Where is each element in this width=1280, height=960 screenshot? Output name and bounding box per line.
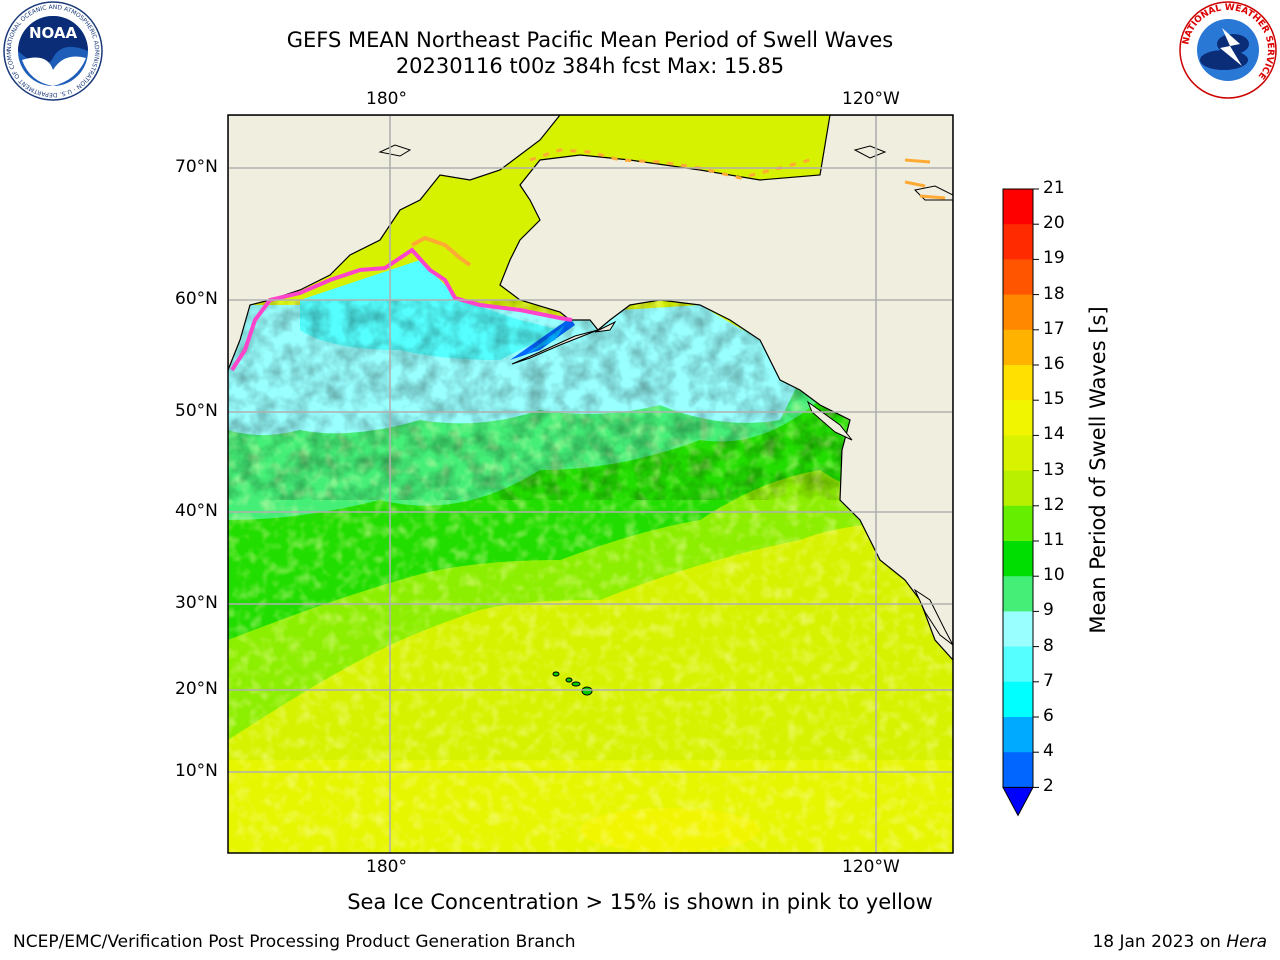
colorbar-band bbox=[1003, 681, 1033, 718]
footer-credit: NCEP/EMC/Verification Post Processing Pr… bbox=[13, 932, 576, 952]
colorbar-frame bbox=[1002, 188, 1034, 788]
colorbar-band bbox=[1003, 470, 1033, 507]
colorbar-band bbox=[1003, 224, 1033, 260]
colorbar-band bbox=[1003, 259, 1033, 296]
colorbar-tick-label: 16 bbox=[1043, 354, 1065, 374]
bottom-lon-label-180: 180° bbox=[366, 857, 407, 877]
lat-label-40n: 40°N bbox=[175, 501, 218, 521]
nws-logo: NATIONAL WEATHER SERVICE bbox=[1179, 1, 1277, 99]
land-siberia bbox=[228, 115, 561, 371]
lat-label-60n: 60°N bbox=[175, 289, 218, 309]
colorbar-tick-label: 20 bbox=[1043, 213, 1065, 234]
map-gridlines bbox=[228, 115, 953, 853]
colorbar-band bbox=[1003, 435, 1033, 472]
colorbar-tick-label: 4 bbox=[1043, 741, 1054, 762]
lat-label-10n: 10°N bbox=[175, 761, 218, 781]
colorbar-tick-label: 19 bbox=[1043, 248, 1065, 269]
colorbar-tick-label: 14 bbox=[1043, 424, 1065, 445]
colorbar-under-arrow bbox=[1002, 786, 1034, 817]
colorbar-title: Mean Period of Swell Waves [s] bbox=[1086, 306, 1110, 634]
noaa-logo: NATIONAL OCEANIC AND ATMOSPHERIC ADMINIS… bbox=[2, 0, 103, 101]
sea-ice-note: Sea Ice Concentration > 15% is shown in … bbox=[347, 890, 933, 914]
colorbar-tick-label: 6 bbox=[1043, 706, 1054, 726]
colorbar-band bbox=[1003, 646, 1033, 683]
lat-label-50n: 50°N bbox=[175, 401, 218, 421]
lat-label-30n: 30°N bbox=[175, 593, 218, 613]
map-frame bbox=[227, 114, 954, 854]
colorbar-tick-label: 11 bbox=[1043, 530, 1065, 550]
colorbar-band bbox=[1003, 717, 1033, 753]
noaa-logo-text: NOAA bbox=[29, 24, 78, 42]
colorbar-tick-label: 21 bbox=[1043, 178, 1065, 198]
colorbar-tick-label: 12 bbox=[1043, 494, 1065, 515]
colorbar-band bbox=[1003, 611, 1033, 648]
colorbar-tick-label: 10 bbox=[1043, 565, 1065, 586]
colorbar-band bbox=[1003, 365, 1033, 401]
colorbar-band bbox=[1003, 752, 1033, 788]
colorbar-tick-label: 8 bbox=[1043, 635, 1054, 656]
colorbar-band bbox=[1003, 576, 1033, 612]
bottom-lon-label-120w: 120°W bbox=[842, 857, 900, 877]
land-north-america bbox=[499, 115, 953, 661]
colorbar-tick-label: 15 bbox=[1043, 389, 1065, 410]
colorbar-tick-label: 17 bbox=[1043, 318, 1065, 339]
colorbar-band bbox=[1003, 400, 1033, 436]
colorbar-tick-label: 18 bbox=[1043, 283, 1065, 304]
colorbar-tick-label: 13 bbox=[1043, 459, 1065, 480]
top-lon-label-120w: 120°W bbox=[842, 89, 900, 109]
footer-date-text: 18 Jan 2023 on bbox=[1092, 932, 1221, 952]
map-title-line-2: 20230116 t00z 384h fcst Max: 15.85 bbox=[395, 54, 785, 78]
footer-date: 18 Jan 2023 on Hera bbox=[1092, 932, 1267, 952]
lat-label-20n: 20°N bbox=[175, 679, 218, 699]
map-title-line-1: GEFS MEAN Northeast Pacific Mean Period … bbox=[286, 28, 894, 52]
footer-host: Hera bbox=[1226, 932, 1267, 952]
colorbar-band bbox=[1003, 189, 1033, 225]
colorbar-tick-label: 9 bbox=[1043, 600, 1054, 621]
colorbar-tick-label: 2 bbox=[1043, 776, 1054, 797]
colorbar-band bbox=[1003, 329, 1033, 366]
sea-ice-edge bbox=[230, 247, 573, 372]
colorbar-band bbox=[1003, 541, 1033, 577]
top-lon-label-180: 180° bbox=[366, 89, 407, 109]
hawaii-islands bbox=[552, 671, 593, 696]
colorbar-tick-label: 7 bbox=[1043, 670, 1054, 691]
lat-label-70n: 70°N bbox=[175, 157, 218, 177]
colorbar bbox=[1002, 188, 1039, 817]
colorbar-band bbox=[1003, 294, 1033, 331]
colorbar-band bbox=[1003, 505, 1033, 542]
